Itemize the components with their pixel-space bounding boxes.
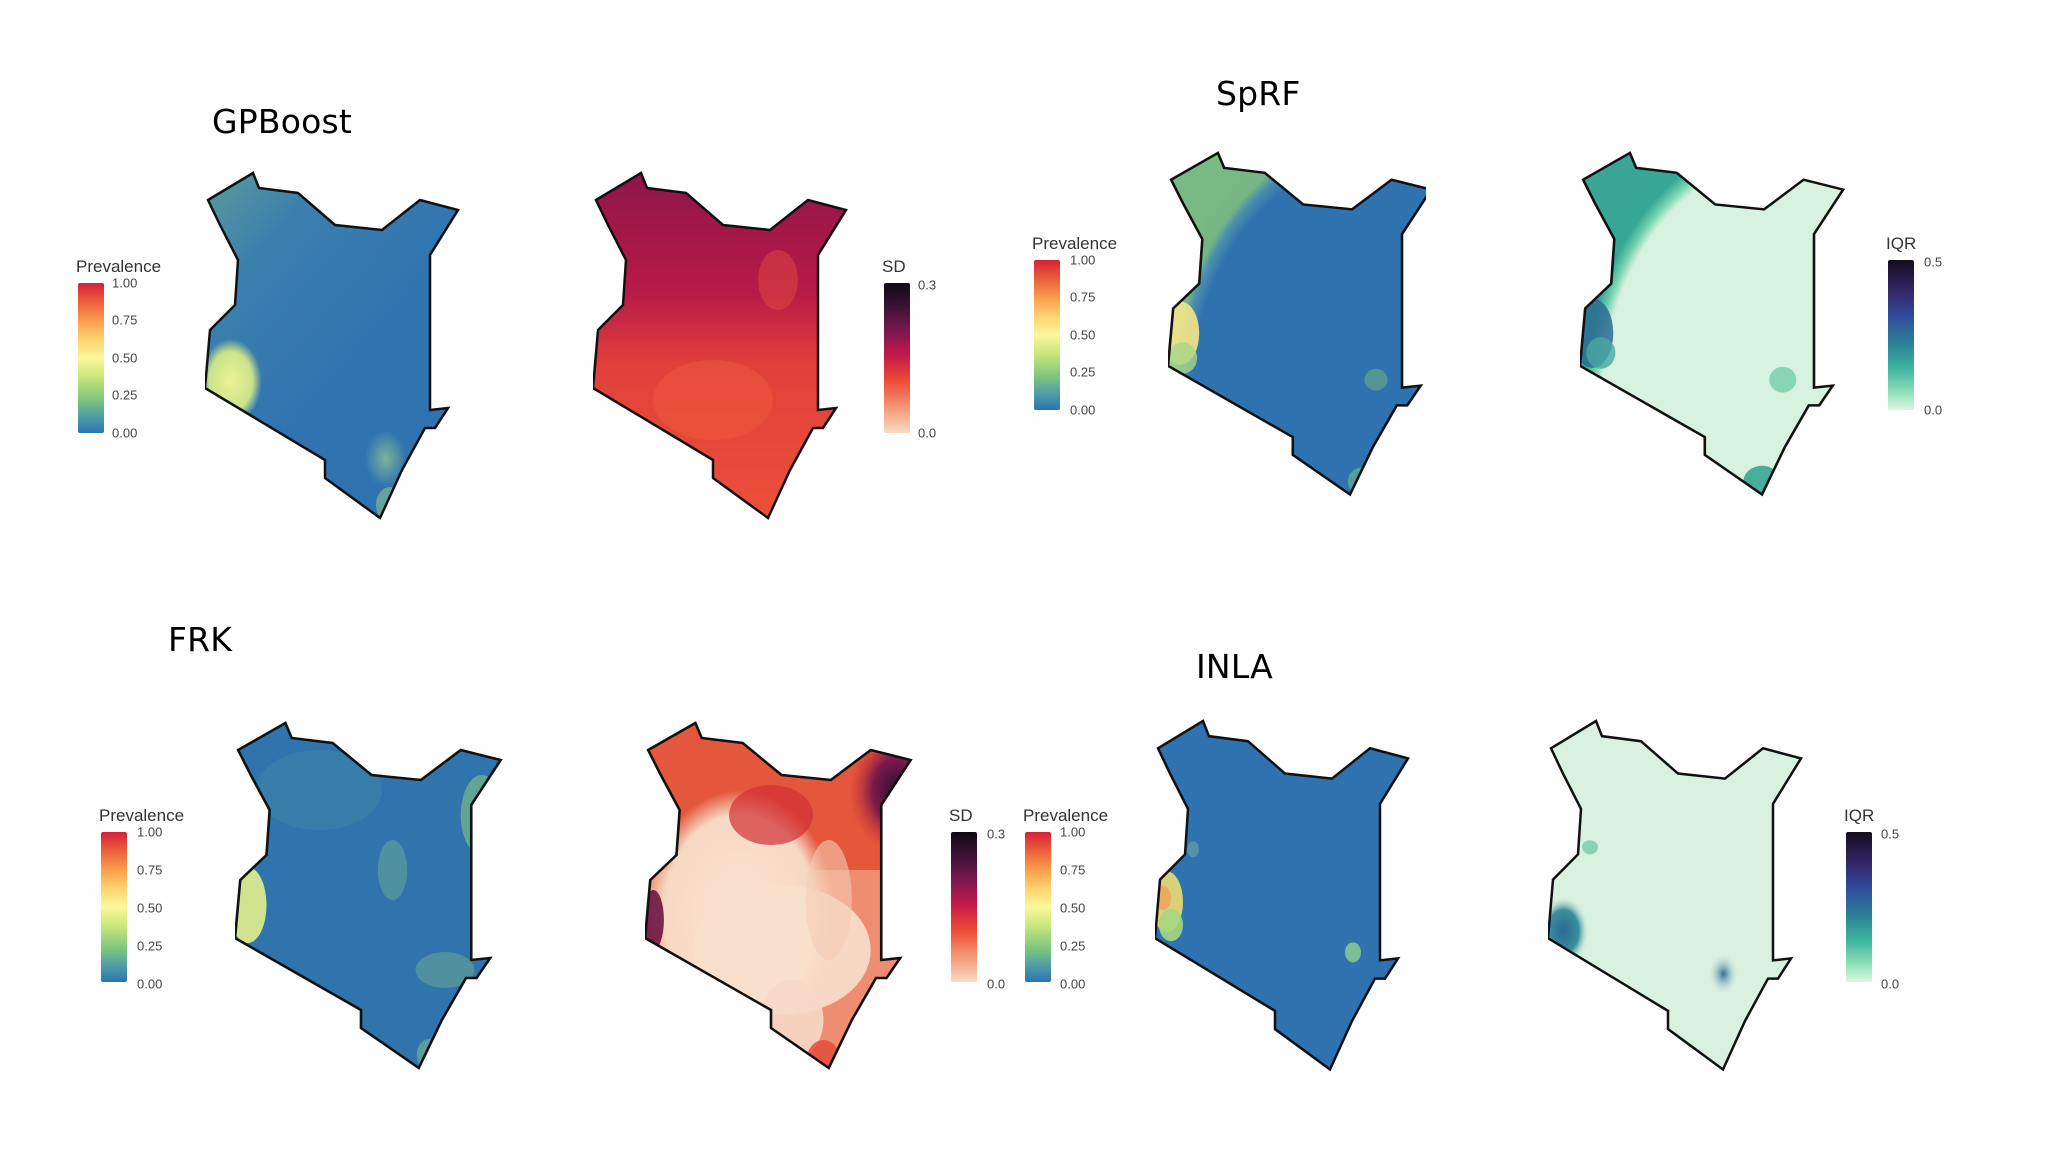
legend-tick: 0.25 — [137, 938, 163, 954]
sprf-prevalence-legend: Prevalence 1.00 0.75 0.50 0.25 0.00 — [1032, 234, 1117, 424]
sd-colorbar — [951, 832, 977, 982]
legend-tick: 0.0 — [987, 976, 1006, 992]
prevalence-colorbar — [1034, 260, 1060, 410]
legend-tick: 0.0 — [1881, 976, 1900, 992]
legend-tick: 0.75 — [137, 862, 163, 878]
frk-sd-map — [645, 721, 912, 1070]
iqr-colorbar — [1888, 260, 1914, 410]
legend-tick: 1.00 — [112, 275, 138, 291]
frk-sd-legend: SD 0.3 0.0 — [949, 806, 1009, 996]
legend-title: Prevalence — [76, 257, 162, 276]
legend-title: SD — [882, 257, 906, 276]
legend-tick: 0.50 — [1060, 900, 1086, 916]
legend-tick: 0.50 — [137, 900, 163, 916]
legend-tick: 0.3 — [987, 826, 1006, 842]
legend-tick: 0.3 — [918, 277, 937, 293]
model-title-frk: FRK — [168, 620, 233, 659]
sd-colorbar — [884, 283, 910, 433]
legend-tick: 0.5 — [1924, 254, 1943, 270]
legend-tick: 0.00 — [112, 425, 138, 441]
legend-title: Prevalence — [1023, 806, 1109, 825]
legend-tick: 1.00 — [1070, 252, 1096, 268]
legend-tick: 0.0 — [1924, 402, 1943, 418]
legend-tick: 0.25 — [112, 387, 138, 403]
model-title-gpboost: GPBoost — [212, 102, 353, 141]
legend-title: Prevalence — [99, 806, 185, 825]
legend-title: IQR — [1844, 806, 1875, 825]
gpboost-sd-legend: SD 0.3 0.0 — [882, 257, 942, 447]
prevalence-colorbar — [101, 832, 127, 982]
gpboost-prevalence-map — [205, 171, 460, 520]
model-title-inla: INLA — [1196, 647, 1273, 686]
iqr-colorbar — [1846, 832, 1872, 982]
gpboost-sd-map — [593, 171, 848, 520]
inla-prevalence-legend: Prevalence 1.00 0.75 0.50 0.25 0.00 — [1023, 806, 1108, 996]
legend-tick: 0.50 — [112, 350, 138, 366]
prevalence-colorbar — [1025, 832, 1051, 982]
legend-tick: 0.75 — [1070, 289, 1096, 305]
legend-tick: 0.5 — [1881, 826, 1900, 842]
sprf-iqr-legend: IQR 0.5 0.0 — [1886, 234, 1946, 424]
frk-prevalence-legend: Prevalence 1.00 0.75 0.50 0.25 0.00 — [99, 806, 184, 996]
legend-tick: 1.00 — [137, 824, 163, 840]
legend-title: SD — [949, 806, 973, 825]
legend-tick: 0.25 — [1070, 364, 1096, 380]
inla-iqr-map — [1548, 719, 1803, 1071]
sprf-prevalence-map — [1168, 151, 1426, 496]
inla-iqr-legend: IQR 0.5 0.0 — [1844, 806, 1904, 996]
legend-tick: 0.00 — [1060, 976, 1086, 992]
sprf-iqr-map — [1580, 151, 1845, 496]
legend-tick: 0.00 — [137, 976, 163, 992]
legend-title: Prevalence — [1032, 234, 1118, 253]
legend-tick: 0.00 — [1070, 402, 1096, 418]
legend-tick: 1.00 — [1060, 824, 1086, 840]
model-title-sprf: SpRF — [1216, 74, 1301, 113]
legend-tick: 0.25 — [1060, 938, 1086, 954]
prevalence-colorbar — [78, 283, 104, 433]
gpboost-prevalence-legend: Prevalence 1.00 0.75 0.50 0.25 0.00 — [76, 257, 161, 447]
frk-prevalence-map — [235, 721, 502, 1070]
legend-tick: 0.75 — [1060, 862, 1086, 878]
inla-prevalence-map — [1155, 719, 1410, 1071]
legend-tick: 0.50 — [1070, 327, 1096, 343]
legend-title: IQR — [1886, 234, 1917, 253]
legend-tick: 0.75 — [112, 312, 138, 328]
legend-tick: 0.0 — [918, 425, 937, 441]
